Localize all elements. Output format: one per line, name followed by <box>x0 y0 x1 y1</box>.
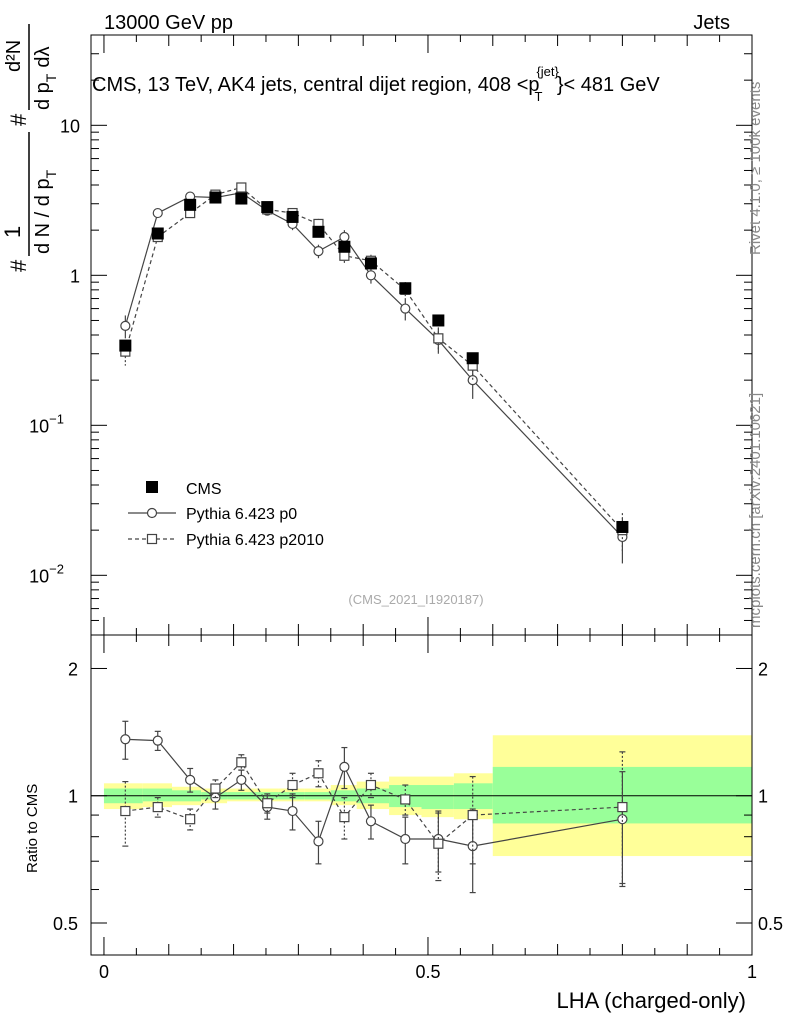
ratio-point-p2010 <box>467 809 478 821</box>
legend-p2010-label: Pythia 6.423 p2010 <box>186 532 324 549</box>
main-point-cms <box>119 339 132 352</box>
ratio-y-tick-label-right: 0.5 <box>758 914 783 934</box>
ratio-y-tick-label: 0.5 <box>53 914 78 934</box>
plot-title: CMS, 13 TeV, AK4 jets, central dijet reg… <box>92 64 660 104</box>
ratio-point-p2010 <box>120 805 131 817</box>
svg-text:d N / d pT: d N / d pT <box>32 169 59 254</box>
legend: CMS Pythia 6.423 p0 Pythia 6.423 p2010 <box>128 481 324 549</box>
main-line-p2010 <box>124 186 623 531</box>
x-tick-label: 1 <box>747 962 757 982</box>
main-point-p2010 <box>236 182 247 193</box>
main-point-cms <box>466 352 479 365</box>
main-point-cms <box>209 191 222 204</box>
ratio-point-p0 <box>287 805 298 817</box>
ratio-point-p2010 <box>236 757 247 768</box>
legend-p0-marker <box>146 507 158 519</box>
ratio-y-tick-label-right: 1 <box>758 787 768 807</box>
rivet-version-label: Rivet 4.1.0, ≥ 100k events <box>747 82 764 255</box>
main-point-cms <box>261 201 274 214</box>
main-y-tick-label: 10 <box>60 116 80 136</box>
main-point-p2010 <box>433 333 444 344</box>
svg-text:#: # <box>6 259 31 272</box>
axis-ticks: 10−2 10−1 1 10 0.5 0.5 1 1 2 2 0 0.5 1 <box>29 34 783 982</box>
ratio-point-p0 <box>152 735 163 746</box>
ratio-point-p2010 <box>313 768 324 779</box>
ratio-point-p0 <box>313 836 324 847</box>
legend-p0-label: Pythia 6.423 p0 <box>186 506 297 523</box>
main-curves <box>119 182 629 564</box>
main-y-tick-label: 10−1 <box>29 411 64 436</box>
band-inner-bin <box>142 788 173 802</box>
ratio-point-p2010 <box>339 812 350 823</box>
ratio-point-p0 <box>365 816 377 827</box>
header-process: 13000 GeV pp <box>104 12 233 34</box>
main-point-p0 <box>152 207 163 219</box>
main-point-cms <box>312 225 325 238</box>
ratio-point-p2010 <box>365 779 377 791</box>
ratio-point-p0 <box>236 774 247 786</box>
svg-text:#: # <box>6 113 31 126</box>
ratio-y-tick-label: 1 <box>68 787 78 807</box>
cms-uncertainty-band <box>91 735 752 857</box>
x-tick-label: 0 <box>99 962 109 982</box>
header-category: Jets <box>693 12 730 34</box>
legend-cms-marker <box>146 481 158 493</box>
analysis-id: (CMS_2021_I1920187) <box>348 592 483 607</box>
ratio-y-axis-label: Ratio to CMS <box>24 784 41 873</box>
ratio-point-p2010 <box>185 814 196 825</box>
svg-text:d²N: d²N <box>3 40 25 72</box>
main-point-cms <box>338 240 351 253</box>
ratio-line-p0 <box>125 738 623 847</box>
ratio-point-p0 <box>339 761 350 773</box>
main-point-cms <box>432 314 445 327</box>
main-point-cms <box>184 198 197 211</box>
main-point-cms <box>235 192 248 205</box>
ratio-point-p2010 <box>433 838 444 849</box>
ratio-y-tick-label: 2 <box>68 659 78 679</box>
ratio-point-p2010 <box>210 783 221 794</box>
main-y-tick-label: 10−2 <box>29 561 64 586</box>
main-point-p0 <box>365 270 377 281</box>
ratio-point-p0 <box>185 774 196 786</box>
main-y-tick-label: 1 <box>70 266 80 286</box>
main-point-cms <box>151 227 164 240</box>
ratio-point-p2010 <box>262 798 273 809</box>
x-axis-label: LHA (charged-only) <box>556 988 746 1013</box>
mcplots-label: mcplots.cern.ch [arXiv:2401.10621] <box>747 393 764 628</box>
ratio-line-p2010 <box>125 761 623 845</box>
main-point-p0 <box>339 231 350 243</box>
main-point-cms <box>364 257 377 270</box>
svg-text:d pTdλ: d pTdλ <box>32 47 59 111</box>
band-inner-bin <box>421 785 454 810</box>
ratio-point-p2010 <box>152 801 163 813</box>
ratio-y-tick-label-right: 2 <box>758 659 768 679</box>
ratio-point-p0 <box>617 814 628 825</box>
main-point-p0 <box>400 303 411 314</box>
ratio-point-p2010 <box>617 801 628 813</box>
ratio-point-p0 <box>120 734 131 745</box>
ratio-plot-frame <box>90 634 753 956</box>
main-point-cms <box>616 520 629 533</box>
ratio-point-p0 <box>400 833 411 845</box>
x-tick-label: 0.5 <box>415 962 440 982</box>
main-y-axis-label: # 1 d N / d pT # d²N d pTdλ <box>0 24 59 272</box>
ratio-point-p2010 <box>400 794 411 805</box>
ratio-point-p2010 <box>287 779 298 791</box>
svg-text:1: 1 <box>0 226 25 238</box>
main-point-cms <box>286 210 299 223</box>
main-point-p0 <box>313 246 324 257</box>
legend-p2010-marker <box>146 533 158 545</box>
ratio-curves <box>120 720 628 894</box>
legend-cms-label: CMS <box>186 481 222 498</box>
main-point-p0 <box>120 320 131 331</box>
main-point-cms <box>399 282 412 295</box>
